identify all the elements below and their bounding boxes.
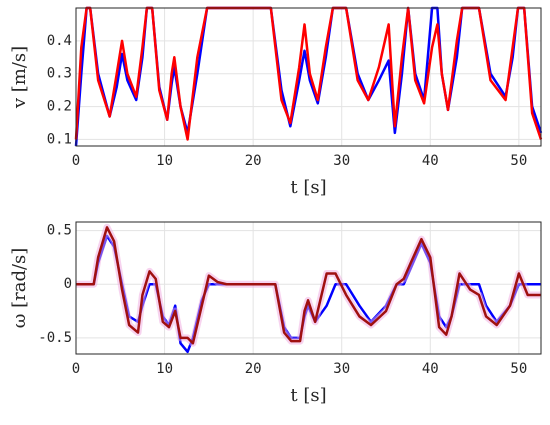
y-axis-label: ω [rad/s] [9, 248, 30, 329]
x-tick-label: 0 [72, 153, 80, 169]
x-tick-label: 40 [422, 361, 439, 377]
y-tick-label: 0.1 [47, 131, 72, 147]
y-tick-label: 0.4 [47, 33, 72, 49]
y-tick-label: 0.2 [47, 99, 72, 115]
x-tick-label: 30 [333, 361, 350, 377]
axes-frame [75, 221, 542, 355]
x-tick-label: 10 [156, 153, 173, 169]
x-tick-label: 20 [245, 153, 262, 169]
axes-frame [75, 7, 542, 147]
series-line [74, 6, 543, 141]
series-line [76, 226, 541, 345]
plot-area [76, 222, 541, 354]
x-tick-label: 0 [72, 361, 80, 377]
x-tick-label: 50 [510, 153, 527, 169]
y-tick-label: 0 [64, 276, 72, 292]
x-axis-label: t [s] [290, 385, 326, 406]
y-axis-label: v [m/s] [9, 46, 30, 109]
x-tick-label: 20 [245, 361, 262, 377]
x-tick-label: 30 [333, 153, 350, 169]
x-tick-label: 50 [510, 361, 527, 377]
x-axis-label: t [s] [290, 177, 326, 198]
y-tick-label: 0.5 [47, 223, 72, 239]
y-tick-label: 0.3 [47, 66, 72, 82]
series-line [74, 6, 543, 147]
x-tick-label: 10 [156, 361, 173, 377]
y-tick-label: -0.5 [38, 330, 72, 346]
x-tick-label: 40 [422, 153, 439, 169]
